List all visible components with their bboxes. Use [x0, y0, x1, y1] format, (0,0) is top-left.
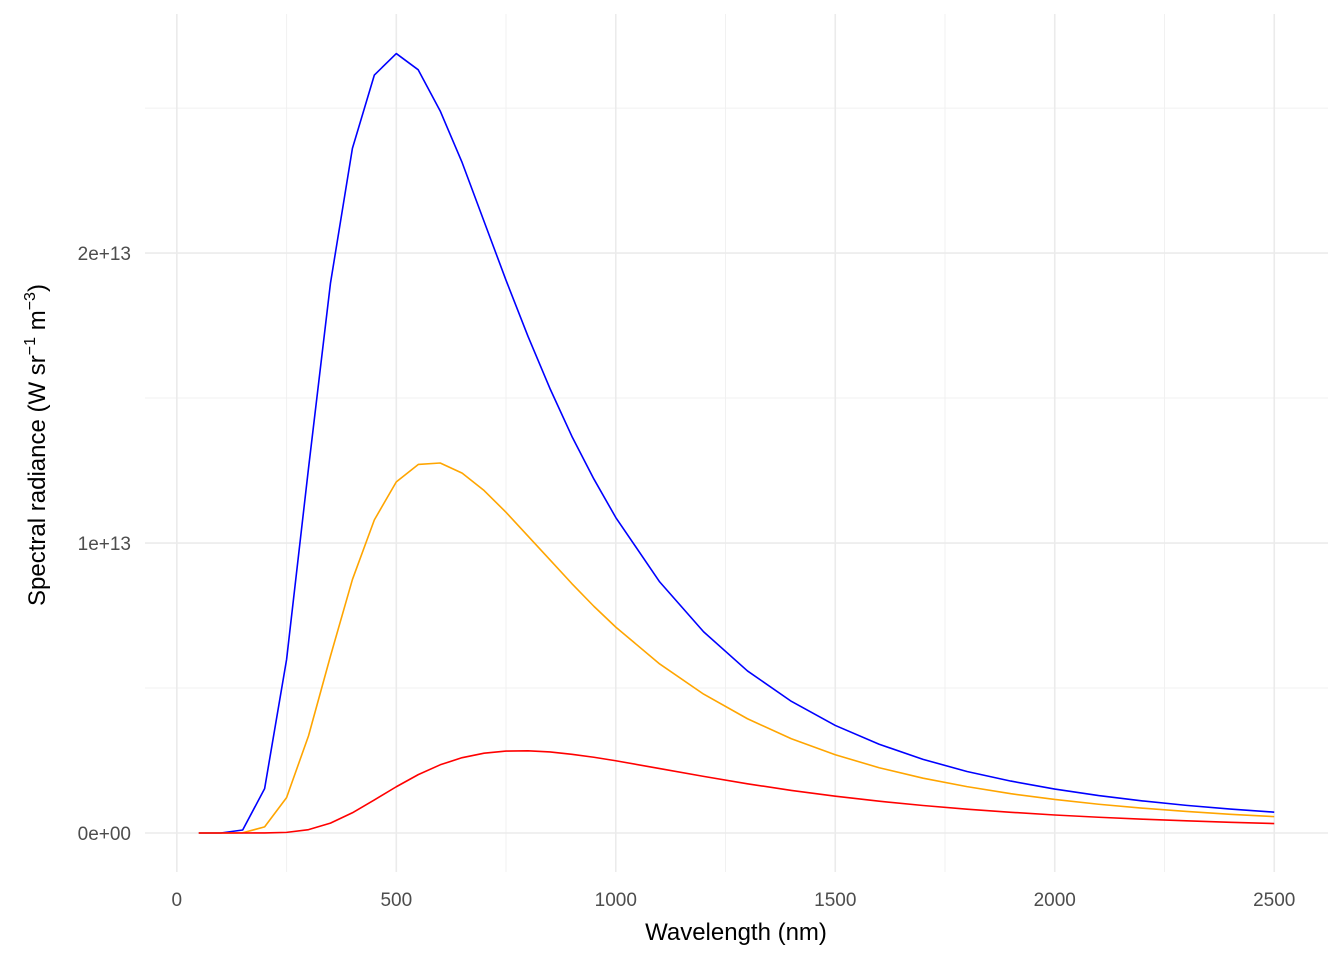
- y-title-part: ): [24, 284, 51, 292]
- y-title-part: Spectral radiance (W sr: [24, 355, 51, 606]
- y-title-sup: −1: [22, 337, 39, 355]
- y-title-part: m: [24, 310, 51, 337]
- grid: [145, 14, 1328, 872]
- x-tick-label: 1500: [814, 890, 856, 911]
- y-axis-title: Spectral radiance (W sr−1 m−3): [22, 284, 51, 606]
- x-tick-label: 500: [380, 890, 412, 911]
- y-tick-label: 0e+00: [78, 824, 131, 845]
- series-line: [198, 749, 1275, 834]
- x-tick-label: 1000: [595, 890, 637, 911]
- y-tick-label: 2e+13: [78, 244, 131, 265]
- y-title-sup: −3: [22, 292, 39, 310]
- x-tick-label: 2000: [1034, 890, 1076, 911]
- y-tick-label: 1e+13: [78, 534, 131, 555]
- x-tick-label: 2500: [1253, 890, 1295, 911]
- series-line: [198, 462, 1275, 834]
- x-tick-label: 0: [172, 890, 183, 911]
- lines: [198, 52, 1275, 834]
- series-line: [198, 52, 1275, 834]
- x-axis-title: Wavelength (nm): [645, 919, 827, 946]
